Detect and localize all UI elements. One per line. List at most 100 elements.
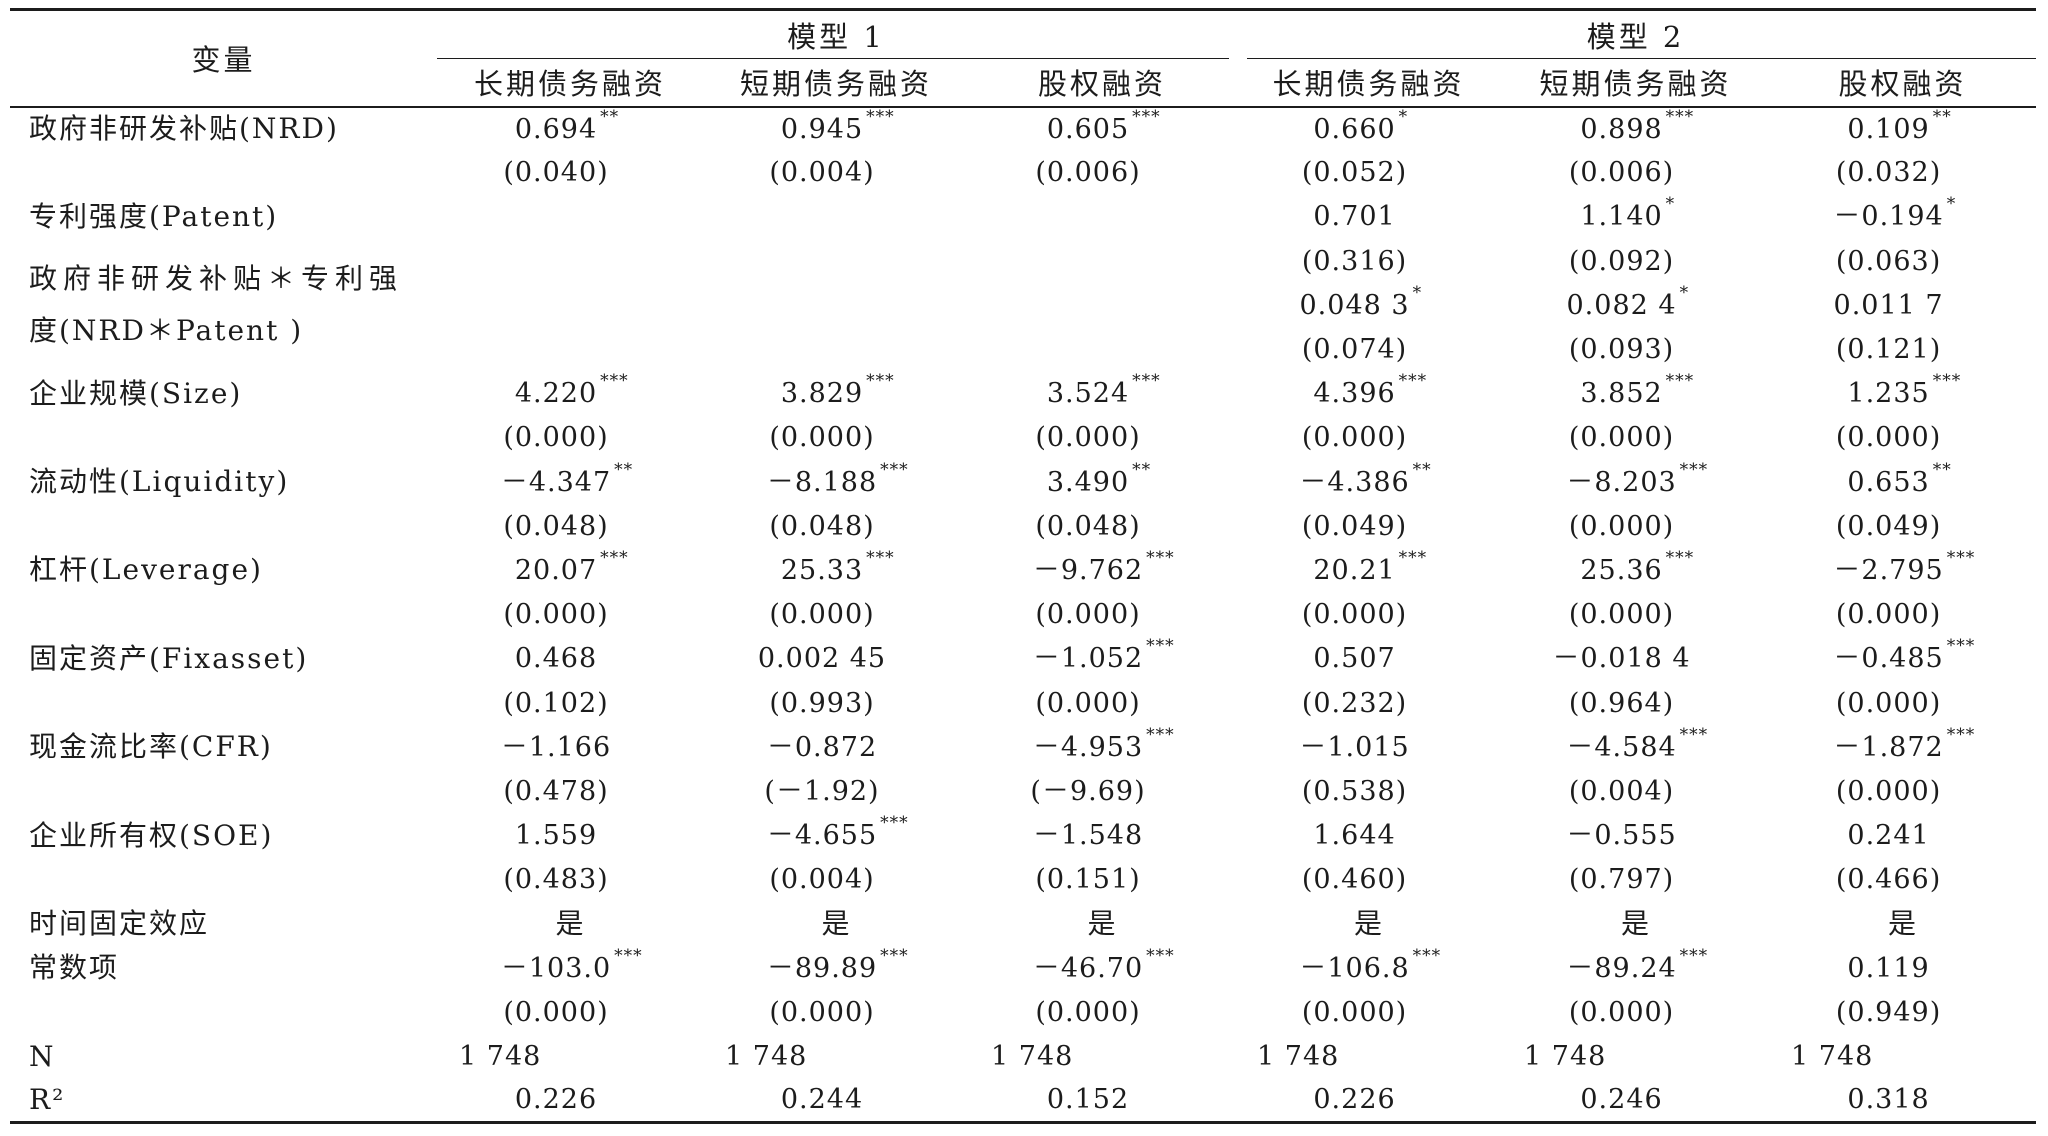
significance-stars: *** [1398, 547, 1428, 568]
significance-stars: *** [1146, 724, 1175, 745]
cell-value: 25.33 [780, 554, 864, 586]
cell-value-group: 0.701 [1313, 203, 1395, 230]
cell-value-group: －4.655 *** [767, 815, 908, 850]
cell-value: (0.063) [1835, 245, 1942, 277]
model-1-long-term-debt-cell: 4.220 *** [437, 372, 703, 416]
significance-stars: * [1398, 106, 1409, 127]
cell-value: 是 [1621, 906, 1651, 940]
cell-value-group: (0.121) [1836, 336, 1941, 363]
cell-value: 0.082 4 [1566, 289, 1677, 321]
model-2-equity-cell: －0.485 *** [1769, 637, 2036, 681]
cell-value: (0.000) [1035, 599, 1141, 631]
model-1-equity-cell [969, 327, 1235, 371]
model-1-equity-cell: (0.000) [969, 416, 1235, 460]
cell-value: 1 748 [1524, 1041, 1607, 1073]
model-1-short-term-debt-cell [703, 239, 969, 283]
cell-value: (0.102) [503, 687, 609, 719]
model-2-long-term-debt-cell: 0.660 * [1235, 107, 1502, 151]
cell-value-group: (0.048) [1035, 513, 1140, 540]
cell-value: (0.000) [503, 422, 609, 454]
table-row: 政府非研发补贴＊专利强 度(NRD＊Patent ) (0.316) (0.092) (… [10, 239, 2036, 348]
model-1-short-term-debt-header: 短期债务融资 [703, 58, 969, 108]
cell-value-group: －8.188 *** [767, 461, 908, 496]
cell-value-group: (0.000) [1836, 778, 1941, 805]
row-label: 流动性(Liquidity) [29, 465, 290, 499]
model-1-equity-cell [969, 239, 1235, 283]
significance-stars: *** [1946, 636, 1976, 657]
cell-value-group: －89.24 *** [1566, 947, 1707, 982]
model-1-equity-cell: (－9.69) [969, 769, 1235, 813]
cell-value: (0.000) [1568, 599, 1675, 631]
model-2-short-term-debt-cell: －0.555 [1502, 814, 1769, 858]
cell-value-group: (0.000) [1035, 601, 1140, 628]
model-1-equity-cell: (0.006) [969, 151, 1235, 195]
cell-value-group: 是 [821, 906, 851, 940]
cell-value: 0.660 [1313, 113, 1396, 145]
significance-stars: ** [1132, 459, 1152, 480]
table-row: 常数项 －103.0 *** －89.89 *** －46.70 *** －106.8 *** －… [10, 946, 2036, 990]
cell-value: 是 [821, 906, 851, 940]
model-2-long-term-debt-cell: 1.644 [1235, 814, 1502, 858]
cell-value-group: 0.660 * [1313, 108, 1407, 145]
model-1-long-term-debt-cell: 20.07 *** [437, 548, 703, 592]
cell-value-group: 3.829 *** [781, 373, 894, 408]
variable-header: 变量 [10, 8, 437, 108]
cell-value: 0.119 [1847, 952, 1930, 984]
table-row: (0.483) (0.004) (0.151) (0.460) (0.797) (0.46… [10, 858, 2036, 902]
cell-value: (0.000) [1035, 996, 1141, 1028]
cell-value-group: (0.000) [1035, 999, 1140, 1026]
model-1-equity-cell: (0.000) [969, 593, 1235, 637]
cell-value-group: －1.872 *** [1833, 726, 1974, 761]
model-1-long-term-debt-cell: 1.559 [437, 814, 703, 858]
cell-value: －4.953 [1032, 731, 1144, 763]
row-label: 固定资产(Fixasset) [29, 641, 309, 675]
cell-value-group: 0.152 [1047, 1086, 1129, 1113]
model-2-long-term-debt-cell: (0.232) [1235, 681, 1502, 725]
cell-value: 4.220 [514, 378, 598, 410]
model-2-long-term-debt-cell: －106.8 *** [1235, 946, 1502, 990]
cell-value-group: 0.898 *** [1580, 108, 1693, 143]
model-1-short-term-debt-cell: (0.993) [703, 681, 969, 725]
model-2-short-term-debt-cell: (0.092) [1502, 239, 1769, 283]
cell-value-group: (0.232) [1302, 690, 1407, 717]
model-1-long-term-debt-cell: (0.000) [437, 990, 703, 1034]
table-row: (0.000) (0.000) (0.000) (0.000) (0.000) (0.00… [10, 593, 2036, 637]
model-2-long-term-debt-cell: (0.074) [1235, 327, 1502, 371]
significance-stars: ** [1932, 459, 1952, 480]
table-row: (0.000) (0.000) (0.000) (0.000) (0.000) (0.00… [10, 416, 2036, 460]
cell-value: (0.004) [769, 157, 875, 189]
cell-value-group: (0.000) [1836, 690, 1941, 717]
cell-value: (0.460) [1301, 864, 1408, 896]
cell-value-group: (－1.92) [764, 778, 879, 805]
model-1-short-term-debt-cell: (0.004) [703, 151, 969, 195]
cell-value-group: (0.316) [1302, 248, 1407, 275]
model-1-equity-cell: －9.762 *** [969, 548, 1235, 592]
row-label [10, 593, 437, 637]
cell-value-group: (0.049) [1302, 513, 1407, 540]
row-label: 现金流比率(CFR) [29, 730, 273, 764]
significance-stars: * [1946, 194, 1957, 215]
model-1-short-term-debt-cell: (0.048) [703, 504, 969, 548]
cell-value-group: (0.000) [1569, 424, 1674, 451]
cell-value-group: 0.011 7 [1834, 292, 1944, 319]
cell-value-group: －4.347 ** [501, 461, 632, 496]
model-2-long-term-debt-cell: (0.049) [1235, 504, 1502, 548]
cell-value: (0.052) [1301, 157, 1408, 189]
model-1-short-term-debt-cell: (0.004) [703, 858, 969, 902]
cell-value: (0.093) [1568, 334, 1675, 366]
cell-value-group: (0.000) [503, 424, 608, 451]
row-label [10, 681, 437, 725]
significance-stars: ** [1932, 106, 1952, 127]
cell-value-group: (0.000) [1302, 424, 1407, 451]
model-1-long-term-debt-cell: (0.048) [437, 504, 703, 548]
cell-value: －8.203 [1566, 466, 1677, 498]
cell-value-group: (0.000) [503, 601, 608, 628]
cell-value: 0.605 [1046, 113, 1130, 145]
cell-value: (0.000) [1301, 996, 1408, 1028]
cell-value-group: －4.386 ** [1299, 461, 1430, 496]
model-2-short-term-debt-cell: (0.000) [1502, 593, 1769, 637]
cell-value-group: (0.102) [503, 690, 608, 717]
cell-value: －2.795 [1833, 554, 1944, 586]
cell-value: －0.485 [1833, 643, 1944, 675]
cell-value-group: 1 748 [725, 1043, 807, 1070]
